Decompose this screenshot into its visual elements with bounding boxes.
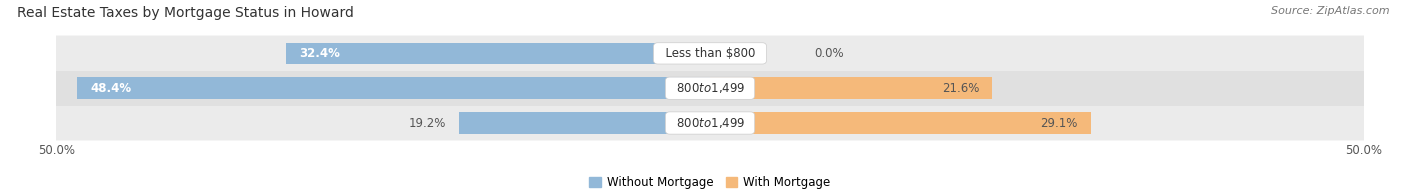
Bar: [56, 106, 1364, 140]
Bar: [710, 77, 993, 99]
Bar: [56, 71, 1364, 106]
Text: 29.1%: 29.1%: [1040, 116, 1077, 130]
Text: 19.2%: 19.2%: [409, 116, 446, 130]
Bar: [77, 77, 710, 99]
Text: Source: ZipAtlas.com: Source: ZipAtlas.com: [1271, 6, 1389, 16]
Text: Less than $800: Less than $800: [658, 47, 762, 60]
Bar: [710, 112, 1091, 134]
Bar: [458, 112, 710, 134]
Text: 32.4%: 32.4%: [299, 47, 340, 60]
Text: 21.6%: 21.6%: [942, 82, 980, 95]
Text: $800 to $1,499: $800 to $1,499: [669, 81, 751, 95]
Text: 48.4%: 48.4%: [90, 82, 131, 95]
Bar: [56, 36, 1364, 71]
Text: Real Estate Taxes by Mortgage Status in Howard: Real Estate Taxes by Mortgage Status in …: [17, 6, 354, 20]
Legend: Without Mortgage, With Mortgage: Without Mortgage, With Mortgage: [585, 171, 835, 193]
Text: $800 to $1,499: $800 to $1,499: [669, 116, 751, 130]
Text: 0.0%: 0.0%: [814, 47, 844, 60]
Bar: [287, 43, 710, 64]
